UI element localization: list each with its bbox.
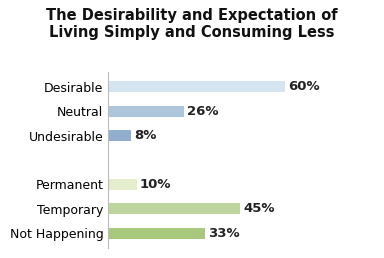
Bar — [108, 228, 205, 239]
Bar — [108, 179, 137, 190]
Text: 33%: 33% — [208, 227, 240, 240]
Bar — [108, 203, 240, 214]
Text: 60%: 60% — [288, 80, 319, 93]
Bar — [108, 81, 285, 92]
Text: 26%: 26% — [187, 105, 219, 118]
Text: 45%: 45% — [243, 202, 275, 215]
Text: The Desirability and Expectation of
Living Simply and Consuming Less: The Desirability and Expectation of Livi… — [46, 8, 338, 40]
Text: 10%: 10% — [140, 178, 172, 191]
Text: 8%: 8% — [134, 129, 156, 142]
Bar — [108, 106, 184, 117]
Bar — [108, 130, 131, 141]
